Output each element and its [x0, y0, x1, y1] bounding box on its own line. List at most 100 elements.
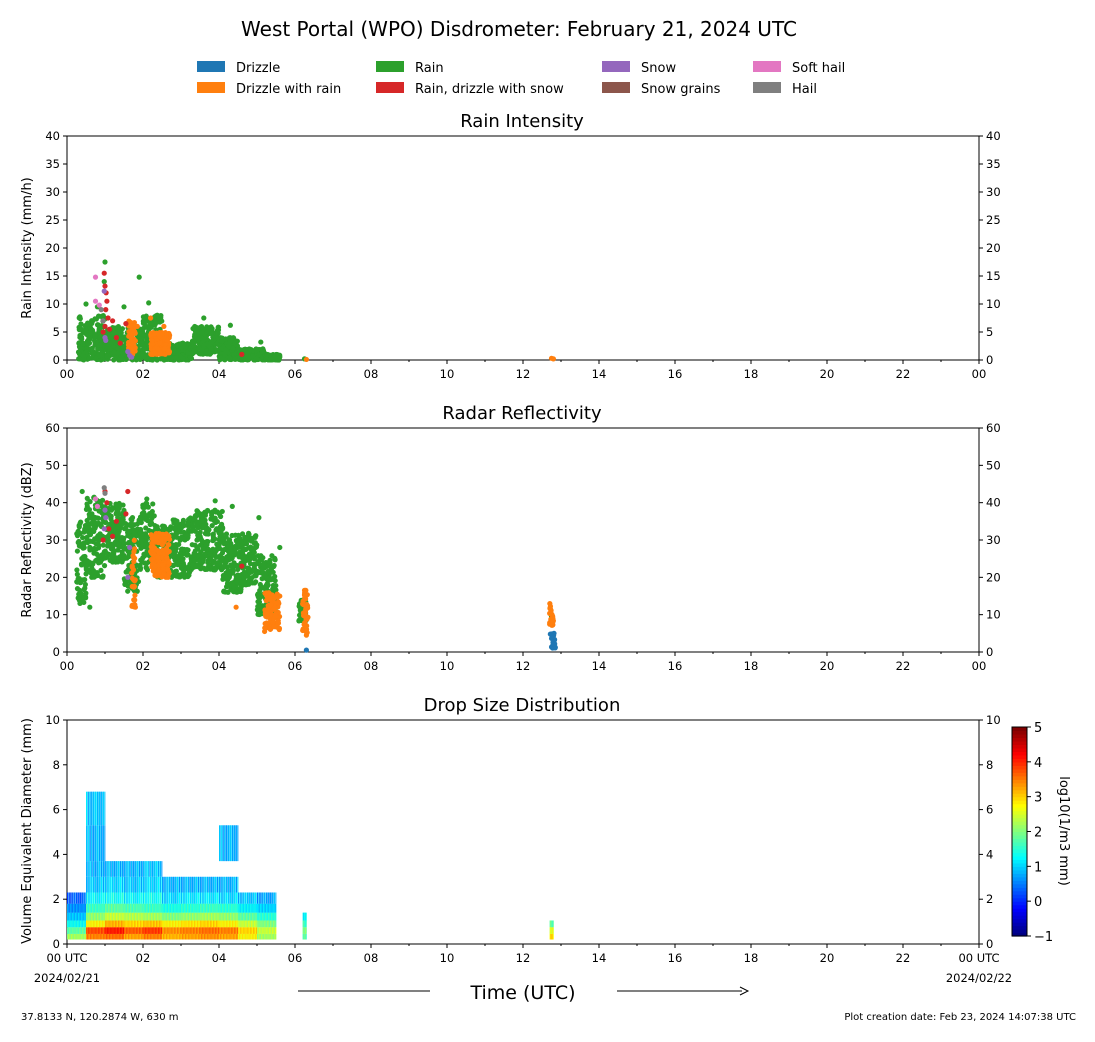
dsd-cell — [152, 876, 154, 893]
panel0-xtick-label: 20 — [820, 367, 835, 381]
dsd-cell — [114, 892, 116, 904]
point-rain — [121, 304, 127, 310]
point-rain-drizzle-with-snow — [102, 283, 108, 289]
dsd-cell — [135, 892, 137, 904]
point-rain-drizzle-with-snow — [123, 321, 129, 327]
dsd-cell — [167, 892, 169, 904]
point-rain — [254, 607, 260, 613]
dsd-cell — [76, 892, 78, 904]
dsd-cell — [95, 876, 97, 893]
point-rain — [134, 356, 141, 362]
point-rain — [239, 579, 245, 585]
panel2-ytick-label: 10 — [45, 713, 60, 727]
dsd-cell — [99, 825, 101, 862]
point-rain — [119, 326, 126, 332]
point-rain — [84, 346, 90, 352]
point-snow — [103, 337, 109, 343]
dsd-cell — [148, 876, 150, 893]
panel0-xtick-label: 06 — [288, 367, 303, 381]
point-rain — [140, 318, 146, 324]
dsd-cell — [72, 892, 74, 904]
legend-swatch-snow — [602, 61, 630, 72]
dsd-cell — [82, 892, 84, 904]
panel2-xtick-label: 02 — [136, 951, 151, 965]
point-rain — [81, 328, 88, 334]
dsd-cell — [89, 861, 91, 877]
legend-label-snow-grains: Snow grains — [641, 82, 721, 97]
dsd-cell — [141, 861, 143, 877]
dsd-cell — [158, 892, 160, 904]
point-drizzle-with-rain — [155, 555, 161, 561]
panel1-xtick-label: 00 — [972, 659, 987, 673]
point-rain — [184, 551, 191, 558]
legend-swatch-hail — [753, 82, 781, 93]
dsd-cell — [158, 876, 160, 893]
point-rain — [235, 566, 241, 573]
dsd-cell — [160, 876, 162, 893]
dsd-cell — [135, 861, 137, 877]
point-rain — [74, 548, 81, 554]
point-hail — [101, 485, 107, 491]
dsd-cell — [95, 825, 97, 862]
point-rain — [86, 525, 92, 531]
panel0-ytick-label: 0 — [53, 353, 60, 367]
point-rain — [181, 546, 187, 553]
point-rain-drizzle-with-snow — [106, 326, 113, 332]
point-rain — [161, 357, 167, 363]
panel0-xtick-label: 10 — [440, 367, 455, 381]
point-rain — [146, 300, 152, 306]
point-snow — [102, 507, 108, 513]
panel2-xtick-label: 16 — [668, 951, 683, 965]
point-rain — [95, 322, 101, 328]
point-rain — [140, 314, 147, 320]
panel2-ytick-label-right: 8 — [986, 758, 993, 772]
dsd-cell — [99, 861, 101, 877]
dsd-cell — [163, 892, 165, 904]
point-drizzle-with-rain — [160, 562, 166, 568]
point-rain — [132, 532, 138, 538]
panel2-xtick-label: 06 — [288, 951, 303, 965]
point-rain — [225, 548, 231, 554]
dsd-cell — [154, 876, 156, 893]
panel1-ytick-label: 0 — [53, 645, 60, 659]
point-rain — [269, 553, 275, 559]
point-rain — [76, 327, 82, 333]
dsd-cell — [125, 876, 127, 893]
panel2-xtick-label: 22 — [896, 951, 911, 965]
point-rain — [141, 553, 148, 559]
point-rain — [106, 353, 112, 360]
dsd-cell — [89, 791, 91, 826]
point-rain — [167, 526, 173, 533]
point-rain — [91, 574, 97, 580]
point-rain — [121, 553, 127, 559]
point-rain — [90, 561, 96, 567]
point-rain — [144, 567, 151, 573]
point-rain — [142, 516, 148, 522]
point-rain-drizzle-with-snow — [104, 500, 110, 506]
point-rain — [81, 529, 87, 535]
point-rain — [254, 570, 261, 576]
point-rain — [221, 589, 227, 595]
point-rain — [214, 518, 220, 525]
panel1-ytick-label: 20 — [45, 570, 60, 584]
point-rain — [249, 353, 256, 359]
panel1-xtick-label: 08 — [364, 659, 379, 673]
dsd-cell — [103, 825, 105, 862]
point-rain — [78, 334, 85, 340]
point-drizzle-with-rain — [151, 331, 157, 337]
point-rain — [226, 570, 232, 576]
legend-swatch-rain — [376, 61, 404, 72]
point-drizzle — [303, 647, 309, 653]
point-rain — [102, 259, 108, 265]
point-rain — [217, 355, 223, 361]
dsd-cell — [101, 825, 103, 862]
point-rain-drizzle-with-snow — [239, 351, 245, 357]
point-soft-hail — [96, 302, 102, 308]
point-rain — [121, 541, 127, 547]
point-rain — [118, 519, 124, 526]
point-rain-drizzle-with-snow — [104, 298, 110, 304]
point-drizzle-with-rain — [148, 557, 155, 563]
dsd-cell — [93, 892, 95, 904]
panel1-xtick-label: 22 — [896, 659, 911, 673]
